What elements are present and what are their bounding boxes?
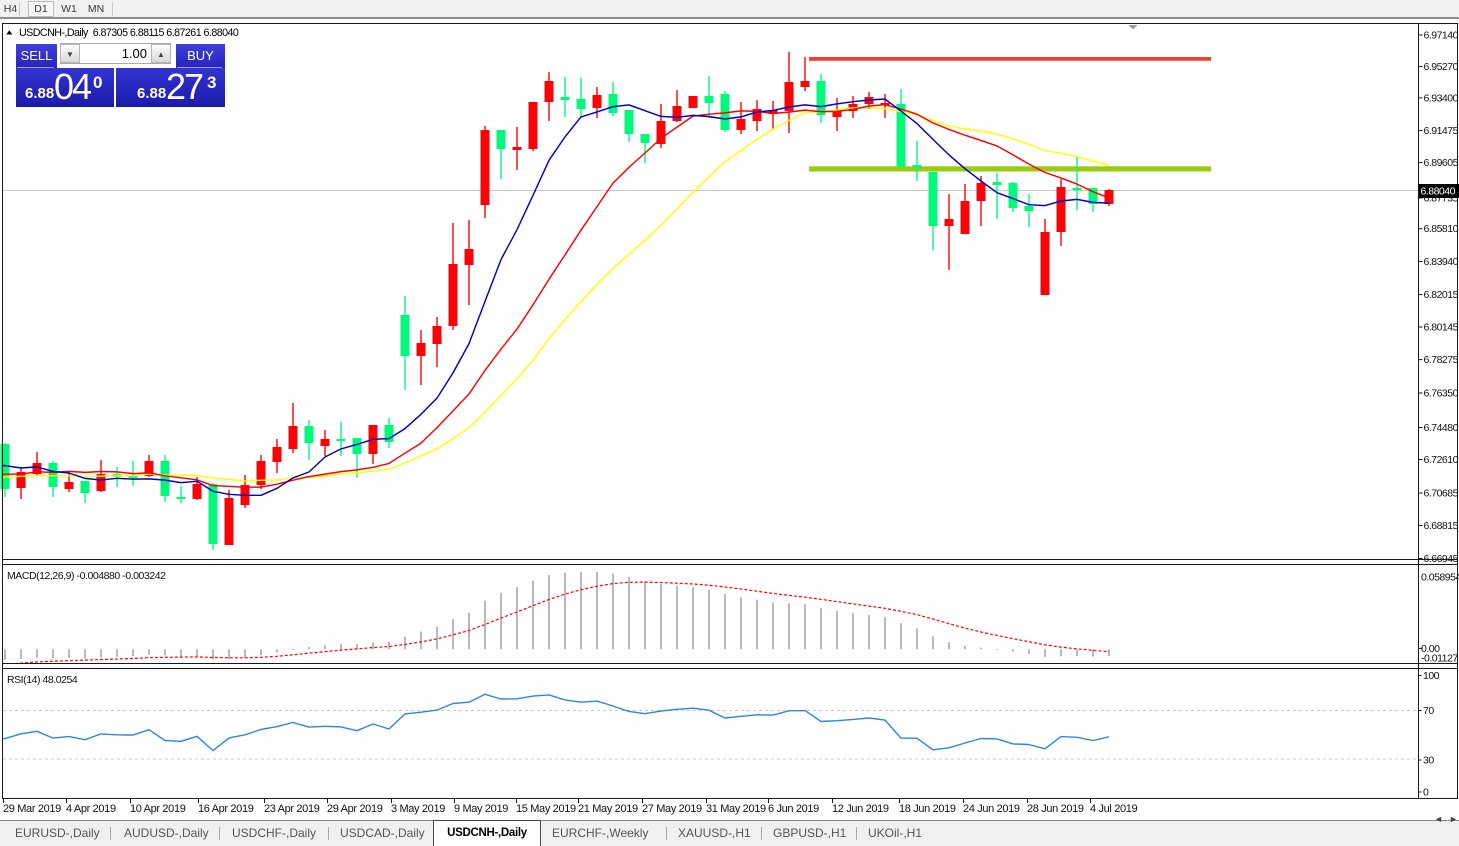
svg-text:-0.01127: -0.01127	[1421, 653, 1458, 665]
svg-text:23 Apr 2019: 23 Apr 2019	[264, 803, 320, 815]
svg-text:6.70685: 6.70685	[1424, 488, 1459, 500]
svg-text:10 Apr 2019: 10 Apr 2019	[130, 803, 186, 815]
svg-text:29 Apr 2019: 29 Apr 2019	[327, 803, 383, 815]
svg-text:4 Apr 2019: 4 Apr 2019	[66, 803, 116, 815]
svg-text:6.83940: 6.83940	[1424, 256, 1459, 268]
svg-text:24 Jun 2019: 24 Jun 2019	[963, 803, 1020, 815]
svg-text:27 May 2019: 27 May 2019	[642, 803, 702, 815]
svg-text:4 Jul 2019: 4 Jul 2019	[1090, 803, 1137, 815]
svg-text:6.68815: 6.68815	[1424, 520, 1459, 532]
svg-text:6.95270: 6.95270	[1424, 61, 1459, 73]
svg-text:6.89605: 6.89605	[1424, 157, 1459, 169]
svg-text:70: 70	[1423, 705, 1434, 717]
svg-text:6.91475: 6.91475	[1424, 125, 1459, 137]
svg-text:6.66945: 6.66945	[1424, 553, 1459, 565]
svg-text:21 May 2019: 21 May 2019	[578, 803, 638, 815]
svg-text:12 Jun 2019: 12 Jun 2019	[832, 803, 889, 815]
svg-text:6.82015: 6.82015	[1424, 289, 1459, 301]
svg-text:0.00: 0.00	[1421, 643, 1440, 655]
svg-text:6.85810: 6.85810	[1424, 223, 1459, 235]
svg-text:6.88040: 6.88040	[1421, 186, 1456, 198]
svg-text:6.76350: 6.76350	[1424, 388, 1459, 400]
svg-text:9 May 2019: 9 May 2019	[454, 803, 508, 815]
svg-text:30: 30	[1423, 755, 1434, 767]
svg-text:0.058954: 0.058954	[1421, 572, 1459, 584]
svg-text:3 May 2019: 3 May 2019	[391, 803, 445, 815]
svg-text:6.74480: 6.74480	[1424, 422, 1459, 434]
svg-text:15 May 2019: 15 May 2019	[516, 803, 576, 815]
svg-text:6.93400: 6.93400	[1424, 92, 1459, 104]
svg-text:6.97140: 6.97140	[1424, 30, 1459, 42]
svg-text:29 Mar 2019: 29 Mar 2019	[3, 803, 61, 815]
svg-text:100: 100	[1423, 670, 1440, 682]
svg-text:RSI(14) 48.0254: RSI(14) 48.0254	[7, 674, 78, 686]
svg-text:6.78275: 6.78275	[1424, 354, 1459, 366]
svg-text:16 Apr 2019: 16 Apr 2019	[198, 803, 254, 815]
svg-text:6.72610: 6.72610	[1424, 454, 1459, 466]
svg-text:USDCNH-,Daily 6.87305 6.88115: USDCNH-,Daily 6.87305 6.88115 6.87261 6.…	[19, 27, 239, 39]
svg-text:31 May 2019: 31 May 2019	[706, 803, 766, 815]
svg-text:18 Jun 2019: 18 Jun 2019	[899, 803, 956, 815]
svg-text:6 Jun 2019: 6 Jun 2019	[768, 803, 819, 815]
svg-text:6.80145: 6.80145	[1424, 322, 1459, 334]
svg-text:0: 0	[1423, 787, 1429, 799]
svg-text:28 Jun 2019: 28 Jun 2019	[1027, 803, 1084, 815]
svg-text:MACD(12,26,9) -0.004880 -0.003: MACD(12,26,9) -0.004880 -0.003242	[7, 570, 166, 582]
